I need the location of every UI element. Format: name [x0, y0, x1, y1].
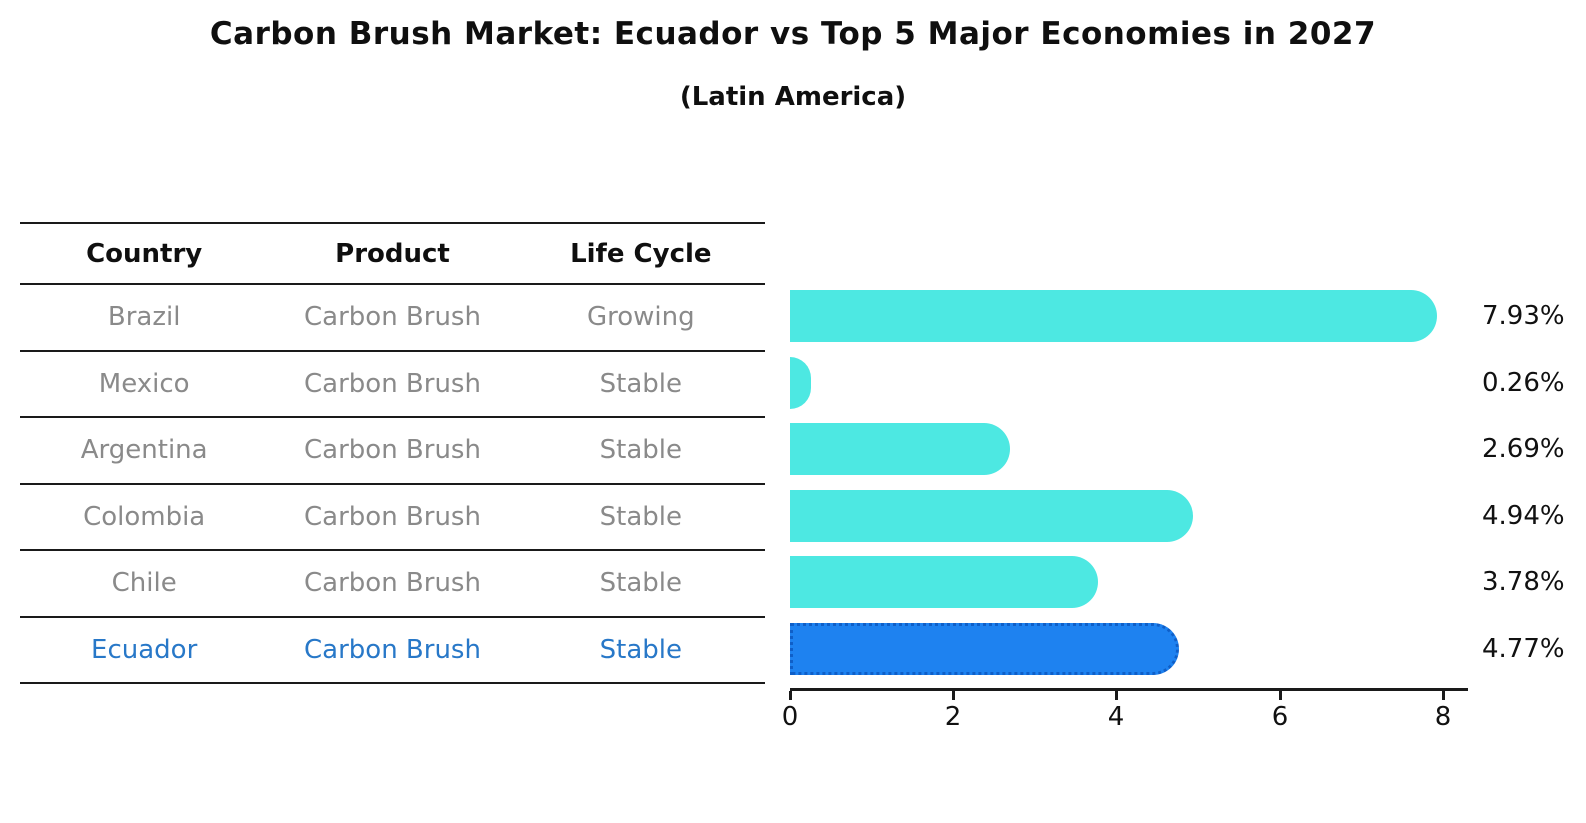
x-tick-0: [789, 691, 792, 700]
cell-lifecycle: Stable: [599, 568, 682, 599]
bar-argentina: [790, 423, 1010, 475]
chart-title: Carbon Brush Market: Ecuador vs Top 5 Ma…: [209, 16, 1377, 52]
bar-ecuador: [790, 622, 1179, 675]
cell-country: Mexico: [98, 368, 190, 399]
bar-brazil: [790, 290, 1437, 342]
cell-country: Argentina: [80, 435, 208, 466]
bar-plot-area: [790, 283, 1468, 682]
cell-lifecycle: Stable: [599, 634, 682, 665]
x-axis-line: [790, 688, 1468, 691]
cell-lifecycle: Stable: [599, 435, 682, 466]
cell-product: Carbon Brush: [304, 368, 481, 399]
bar-colombia: [790, 489, 1193, 542]
value-label-colombia: 4.94%: [1482, 500, 1565, 531]
x-tick-4: [1115, 691, 1118, 700]
cell-product: Carbon Brush: [304, 568, 481, 599]
value-label-argentina: 2.69%: [1482, 434, 1565, 465]
table-row-ecuador: Ecuador Carbon Brush Stable: [20, 618, 765, 684]
value-label-chile: 3.78%: [1482, 567, 1565, 598]
cell-country: Colombia: [83, 501, 206, 532]
column-header-lifecycle: Life Cycle: [570, 238, 712, 269]
cell-lifecycle: Stable: [599, 368, 682, 399]
cell-country: Ecuador: [91, 634, 198, 665]
value-label-column: 7.93% 0.26% 2.69% 4.94% 3.78% 4.77%: [1482, 283, 1586, 682]
x-ticklabel-8: 8: [1434, 702, 1452, 732]
chart-subtitle: (Latin America): [679, 82, 907, 112]
column-header-product: Product: [335, 238, 450, 269]
x-tick-2: [952, 691, 955, 700]
value-label-mexico: 0.26%: [1482, 367, 1565, 398]
cell-product: Carbon Brush: [304, 634, 481, 665]
x-ticklabel-6: 6: [1271, 702, 1289, 732]
x-ticklabel-2: 2: [944, 702, 962, 732]
cell-lifecycle: Growing: [586, 302, 695, 333]
table-header-row: Country Product Life Cycle: [20, 224, 765, 285]
table-row-mexico: Mexico Carbon Brush Stable: [20, 352, 765, 418]
cell-country: Chile: [111, 568, 177, 599]
table-row-chile: Chile Carbon Brush Stable: [20, 551, 765, 618]
value-label-brazil: 7.93%: [1482, 301, 1565, 332]
cell-product: Carbon Brush: [304, 435, 481, 466]
bar-chile: [790, 556, 1098, 608]
cell-lifecycle: Stable: [599, 501, 682, 532]
column-header-country: Country: [86, 238, 203, 269]
table-row-argentina: Argentina Carbon Brush Stable: [20, 418, 765, 485]
table-row-brazil: Brazil Carbon Brush Growing: [20, 285, 765, 352]
table-row-colombia: Colombia Carbon Brush Stable: [20, 485, 765, 551]
x-ticklabel-0: 0: [781, 702, 799, 732]
cell-product: Carbon Brush: [304, 501, 481, 532]
x-tick-6: [1279, 691, 1282, 700]
country-table: Country Product Life Cycle Brazil Carbon…: [20, 222, 765, 684]
cell-country: Brazil: [107, 302, 181, 333]
value-label-ecuador: 4.77%: [1482, 633, 1565, 664]
x-ticklabel-4: 4: [1107, 702, 1125, 732]
bar-mexico: [790, 356, 811, 409]
cell-product: Carbon Brush: [304, 302, 481, 333]
x-tick-8: [1442, 691, 1445, 700]
